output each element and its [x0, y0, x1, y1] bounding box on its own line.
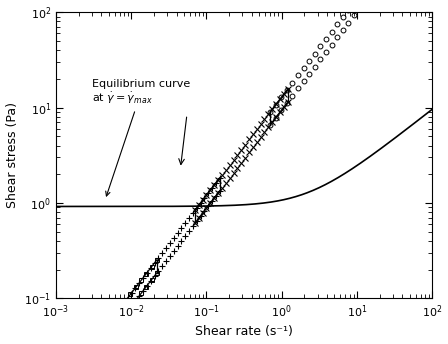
Y-axis label: Shear stress (Pa): Shear stress (Pa)	[5, 102, 18, 208]
Text: Equilibrium curve
at $\dot{\gamma} = \dot{\gamma}_{max}$: Equilibrium curve at $\dot{\gamma} = \do…	[92, 79, 190, 196]
X-axis label: Shear rate (s⁻¹): Shear rate (s⁻¹)	[195, 325, 293, 338]
